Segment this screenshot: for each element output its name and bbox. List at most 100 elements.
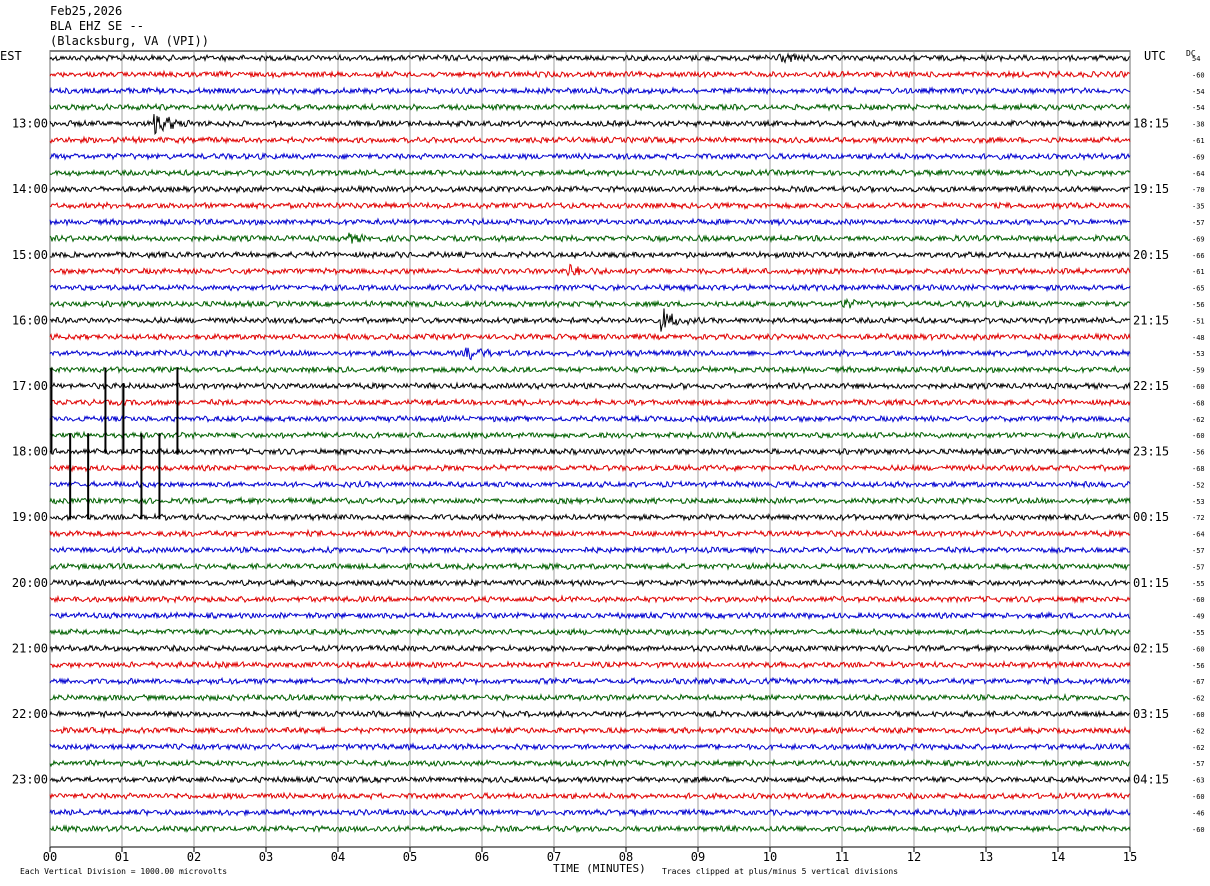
dc-offset-label: -63 (1192, 777, 1205, 785)
right-hour-label: 04:15 (1133, 773, 1169, 787)
right-hour-label: 23:15 (1133, 445, 1169, 459)
right-timezone-label: UTC (1144, 49, 1166, 63)
dc-offset-label: -54 (1192, 104, 1205, 112)
x-tick-label: 10 (763, 850, 777, 864)
dc-offset-label: -51 (1192, 317, 1205, 325)
left-hour-label: 14:00 (12, 182, 48, 196)
trace-line (49, 447, 1131, 457)
trace-line (49, 496, 1131, 506)
trace-line (49, 775, 1131, 785)
left-hour-label: 13:00 (12, 117, 48, 131)
dc-offset-label: -60 (1192, 432, 1205, 440)
x-tick-label: 00 (43, 850, 57, 864)
dc-offset-label: -66 (1192, 252, 1205, 260)
dc-offset-label: -57 (1192, 219, 1205, 227)
dc-offset-label: -68 (1192, 399, 1205, 407)
scale-note: Each Vertical Division = 1000.00 microvo… (20, 867, 228, 876)
axis-labels: 00 01 02 03 04 05 06 07 08 09 10 11 12 13 14 15 54 -60 -54… (12, 55, 1205, 864)
trace-line (49, 742, 1131, 752)
left-hour-label: 21:00 (12, 641, 48, 655)
dc-offset-label: -53 (1192, 498, 1205, 506)
trace-line (49, 512, 1131, 522)
left-hour-label: 23:00 (12, 773, 48, 787)
trace-line (49, 659, 1131, 670)
trace-line (49, 381, 1131, 391)
trace-line (49, 463, 1131, 473)
dc-offset-label: -64 (1192, 531, 1205, 539)
dc-offset-label: -60 (1192, 383, 1205, 391)
header-station: BLA EHZ SE -- (50, 19, 144, 33)
right-hour-label: 18:15 (1133, 117, 1169, 131)
dc-offset-label: -61 (1192, 268, 1205, 276)
dc-offset-label: -60 (1192, 711, 1205, 719)
dc-offset-label: -46 (1192, 809, 1205, 817)
trace-line (49, 52, 1131, 64)
dc-offset-label: -55 (1192, 629, 1205, 637)
trace-line (49, 692, 1131, 703)
dc-label: DC (1186, 49, 1196, 58)
trace-line (49, 114, 1131, 136)
trace-line (49, 332, 1131, 342)
trace-line (49, 232, 1131, 244)
header-location: (Blacksburg, VA (VPI)) (50, 34, 209, 48)
dc-offset-label: -69 (1192, 235, 1205, 243)
dc-offset-label: -56 (1192, 301, 1205, 309)
dc-offset-label: -62 (1192, 416, 1205, 424)
x-tick-label: 06 (475, 850, 489, 864)
dc-offset-label: -70 (1192, 186, 1205, 194)
dc-offset-label: -60 (1192, 596, 1205, 604)
left-timezone-label: EST (0, 49, 22, 63)
trace-line (49, 297, 1131, 309)
trace-line (49, 308, 1131, 332)
dc-offset-label: -68 (1192, 465, 1205, 473)
dc-offset-label: -35 (1192, 203, 1205, 211)
dc-offset-label: -64 (1192, 170, 1205, 178)
trace-line (49, 184, 1131, 194)
dc-offset-label: -69 (1192, 153, 1205, 161)
right-hour-label: 03:15 (1133, 707, 1169, 721)
dc-offset-label: -56 (1192, 449, 1205, 457)
left-hour-label: 18:00 (12, 445, 48, 459)
dc-offset-label: -67 (1192, 678, 1205, 686)
trace-line (49, 627, 1131, 637)
dc-offset-label: -53 (1192, 350, 1205, 358)
x-axis-title: TIME (MINUTES) (553, 862, 646, 875)
trace-line (49, 807, 1131, 818)
trace-line (49, 725, 1131, 735)
trace-line (49, 86, 1131, 96)
dc-offset-label: -59 (1192, 367, 1205, 375)
trace-line (49, 643, 1131, 654)
dc-offset-label: -60 (1192, 645, 1205, 653)
left-hour-label: 20:00 (12, 576, 48, 590)
trace-line (49, 135, 1131, 145)
x-tick-label: 01 (115, 850, 129, 864)
dc-offset-label: -60 (1192, 826, 1205, 834)
clipped-spikes (50, 367, 179, 520)
trace-line (49, 758, 1131, 768)
dc-offset-label: -38 (1192, 121, 1205, 129)
dc-offset-label: -65 (1192, 285, 1205, 293)
x-tick-label: 03 (259, 850, 273, 864)
trace-line (49, 263, 1131, 277)
trace-line (49, 824, 1131, 834)
dc-offset-label: -62 (1192, 695, 1205, 703)
right-hour-label: 20:15 (1133, 248, 1169, 262)
dc-offset-label: -49 (1192, 613, 1205, 621)
left-hour-label: 15:00 (12, 248, 48, 262)
x-tick-label: 07 (547, 850, 561, 864)
dc-offset-label: -72 (1192, 514, 1205, 522)
trace-line (49, 217, 1131, 227)
dc-offset-label: -52 (1192, 481, 1205, 489)
dc-offset-label: 54 (1192, 55, 1200, 63)
trace-line (49, 414, 1131, 424)
seismic-traces (49, 52, 1131, 834)
x-tick-label: 15 (1123, 850, 1137, 864)
x-tick-label: 14 (1051, 850, 1065, 864)
x-tick-label: 13 (979, 850, 993, 864)
x-tick-label: 02 (187, 850, 201, 864)
right-hour-label: 21:15 (1133, 313, 1169, 327)
x-tick-label: 05 (403, 850, 417, 864)
right-hour-label: 19:15 (1133, 182, 1169, 196)
trace-line (49, 791, 1131, 801)
